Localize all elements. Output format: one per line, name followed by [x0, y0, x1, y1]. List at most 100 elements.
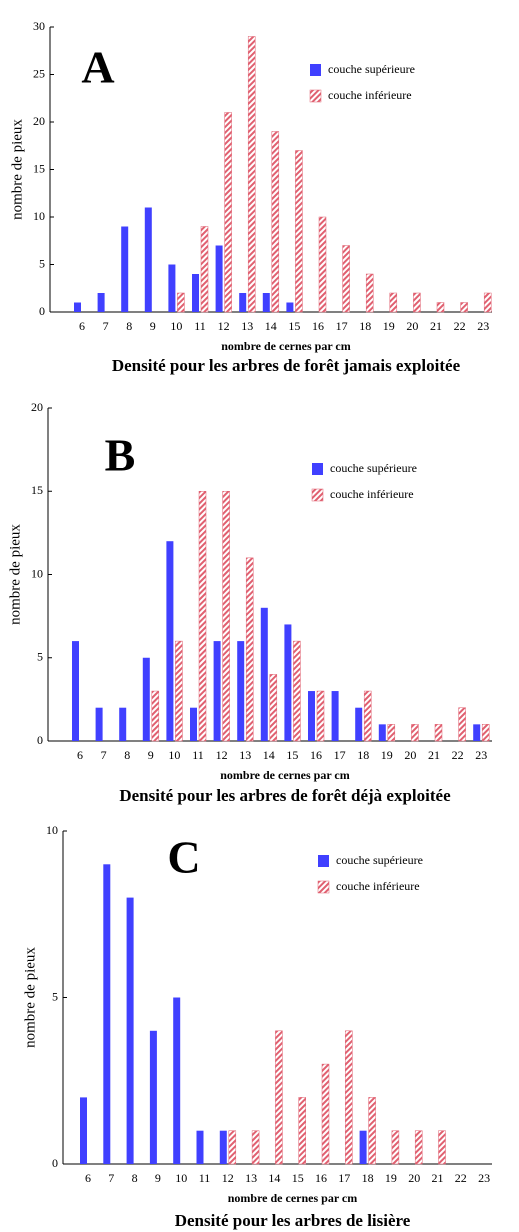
legend-label: couche supérieure — [328, 62, 415, 76]
x-tick-label: 7 — [108, 1171, 114, 1185]
x-tick-label: 10 — [168, 748, 180, 762]
legend-swatch — [311, 488, 324, 502]
legend-swatch — [317, 880, 330, 894]
bar — [295, 150, 303, 313]
legend-label: couche inférieure — [330, 487, 414, 501]
bar — [219, 1130, 227, 1164]
y-tick-label: 30 — [33, 19, 45, 33]
bar — [224, 112, 232, 313]
bar — [308, 691, 315, 741]
bar — [434, 724, 443, 742]
bar — [119, 707, 127, 741]
bar — [166, 541, 174, 741]
x-tick-label: 7 — [101, 748, 107, 762]
x-tick-label: 21 — [430, 319, 442, 333]
annotation: A — [81, 42, 114, 93]
y-axis-label: nombre de pieux — [22, 947, 38, 1048]
bar — [80, 1097, 87, 1164]
bar — [387, 724, 396, 742]
x-tick-label: 20 — [406, 319, 418, 333]
bar — [316, 690, 325, 742]
x-tick-label: 8 — [126, 319, 132, 333]
chart-title: Densité pour les arbres de forêt jamais … — [112, 356, 461, 375]
x-tick-label: 12 — [222, 1171, 234, 1185]
legend-swatch — [318, 855, 329, 867]
y-tick-label: 15 — [31, 483, 43, 497]
legend-label: couche supérieure — [330, 461, 417, 475]
y-tick-label: 5 — [39, 256, 45, 270]
x-tick-label: 23 — [478, 1171, 490, 1185]
x-tick-label: 12 — [216, 748, 228, 762]
bar — [142, 657, 150, 741]
bar — [74, 302, 81, 312]
x-tick-label: 23 — [477, 319, 489, 333]
x-tick-label: 18 — [359, 319, 371, 333]
x-tick-label: 16 — [312, 319, 324, 333]
bar — [126, 897, 134, 1164]
bar — [473, 724, 481, 741]
y-axis-label: nombre de pieux — [7, 524, 23, 625]
bar — [460, 302, 468, 313]
bar — [190, 707, 197, 741]
x-tick-label: 11 — [192, 748, 204, 762]
x-tick-label: 6 — [77, 748, 83, 762]
bar — [365, 273, 374, 313]
annotation: C — [167, 832, 200, 883]
bar — [245, 557, 254, 742]
bar — [196, 1130, 204, 1164]
bar — [286, 302, 294, 312]
bar — [215, 245, 223, 312]
annotation: B — [105, 430, 136, 481]
x-tick-label: 20 — [404, 748, 416, 762]
bar — [95, 707, 103, 741]
x-tick-label: 18 — [362, 1171, 374, 1185]
bar — [345, 1030, 353, 1165]
x-tick-label: 15 — [288, 319, 300, 333]
bar — [411, 724, 419, 742]
x-tick-label: 7 — [103, 319, 109, 333]
x-tick-label: 17 — [338, 1171, 350, 1185]
chart-title: Densité pour les arbres de lisière — [175, 1211, 411, 1230]
x-tick-label: 9 — [148, 748, 154, 762]
y-tick-label: 5 — [52, 989, 58, 1003]
bar — [72, 641, 79, 741]
x-tick-label: 15 — [292, 1171, 304, 1185]
bar — [284, 624, 292, 741]
bar — [213, 641, 221, 741]
bar — [144, 207, 152, 312]
x-tick-label: 10 — [170, 319, 182, 333]
x-tick-label: 14 — [265, 319, 277, 333]
bar — [391, 1130, 400, 1165]
x-tick-label: 17 — [336, 319, 348, 333]
x-tick-label: 21 — [432, 1171, 444, 1185]
bar — [318, 216, 327, 313]
x-tick-label: 13 — [245, 1171, 257, 1185]
y-tick-label: 15 — [33, 161, 45, 175]
legend-label: couche inférieure — [336, 879, 420, 893]
bar — [251, 1130, 260, 1165]
legend-swatch — [312, 463, 323, 475]
x-tick-label: 13 — [239, 748, 251, 762]
x-tick-label: 23 — [475, 748, 487, 762]
x-axis-label: nombre de cernes par cm — [220, 768, 350, 782]
x-tick-label: 8 — [132, 1171, 138, 1185]
x-tick-label: 22 — [454, 319, 466, 333]
x-tick-label: 19 — [381, 748, 393, 762]
y-tick-label: 0 — [37, 733, 43, 747]
bar — [262, 293, 270, 312]
bar — [198, 491, 207, 742]
y-tick-label: 10 — [33, 209, 45, 223]
bar — [275, 1030, 283, 1165]
x-tick-label: 14 — [268, 1171, 280, 1185]
x-axis-label: nombre de cernes par cm — [228, 1191, 358, 1205]
legend-swatch — [310, 64, 321, 76]
bar — [228, 1130, 237, 1165]
bar — [239, 293, 247, 312]
bar — [368, 1097, 376, 1165]
bar — [359, 1130, 367, 1164]
legend-label: couche supérieure — [336, 853, 423, 867]
bar — [121, 226, 129, 312]
bar — [298, 1097, 306, 1165]
bar — [436, 302, 445, 313]
